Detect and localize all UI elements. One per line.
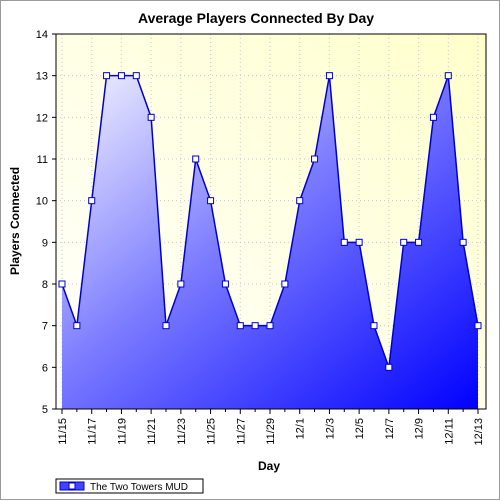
y-axis: 5 6 7 8 9 10 11 12 13 14 xyxy=(36,29,56,416)
data-point xyxy=(236,322,244,330)
data-point xyxy=(385,363,393,371)
x-axis: 11/15 11/17 11/19 11/21 11/23 11/25 11/27 11/29… xyxy=(57,409,485,446)
x-tick-label: 12/5 xyxy=(354,418,366,439)
data-point xyxy=(162,322,170,330)
x-tick-label: 11/23 xyxy=(176,418,188,445)
data-point xyxy=(325,72,333,80)
data-point xyxy=(296,197,304,205)
data-point xyxy=(58,280,66,288)
y-tick-label: 6 xyxy=(42,362,48,374)
x-tick-label: 11/17 xyxy=(87,418,99,445)
data-point xyxy=(132,72,140,80)
data-point xyxy=(73,322,81,330)
y-tick-label: 7 xyxy=(42,321,48,333)
plot-border xyxy=(55,33,487,410)
x-tick-label: 11/19 xyxy=(116,418,128,445)
y-tick-label: 5 xyxy=(42,404,48,416)
data-point xyxy=(266,322,274,330)
y-tick-label: 14 xyxy=(36,29,48,41)
data-point xyxy=(355,238,363,246)
x-tick-label: 11/25 xyxy=(206,418,218,445)
x-tick-label: 11/27 xyxy=(235,418,247,445)
y-tick-label: 12 xyxy=(36,112,48,124)
x-tick-label: 12/7 xyxy=(384,418,396,439)
data-point xyxy=(459,238,467,246)
data-point xyxy=(415,238,423,246)
data-point xyxy=(88,197,96,205)
data-point xyxy=(192,155,200,163)
y-tick-label: 13 xyxy=(36,71,48,83)
data-points xyxy=(58,72,482,371)
x-tick-label: 12/13 xyxy=(473,418,485,446)
data-point xyxy=(207,197,215,205)
x-tick-label: 11/29 xyxy=(265,418,277,445)
y-tick-label: 11 xyxy=(37,154,48,166)
x-axis-title: Day xyxy=(258,459,280,473)
data-point xyxy=(429,113,437,121)
data-point xyxy=(311,155,319,163)
y-tick-label: 8 xyxy=(42,279,48,291)
data-point xyxy=(221,280,229,288)
y-tick-label: 9 xyxy=(42,237,48,249)
data-point xyxy=(474,322,482,330)
x-tick-label: 11/15 xyxy=(57,418,69,445)
x-tick-label: 12/1 xyxy=(295,418,307,439)
x-tick-label: 12/9 xyxy=(414,418,426,439)
x-tick-label: 12/3 xyxy=(324,418,336,439)
x-tick-label: 12/11 xyxy=(443,418,455,445)
data-point xyxy=(340,238,348,246)
data-point xyxy=(281,280,289,288)
chart-title: Average Players Connected By Day xyxy=(138,10,374,26)
data-point xyxy=(370,322,378,330)
data-point xyxy=(117,72,125,80)
data-point xyxy=(177,280,185,288)
legend: The Two Towers MUD xyxy=(55,478,204,494)
legend-marker xyxy=(68,482,76,490)
legend-box xyxy=(55,478,204,494)
y-tick-label: 10 xyxy=(36,196,48,208)
data-point xyxy=(400,238,408,246)
y-axis-title: Players Connected xyxy=(8,167,22,275)
data-point xyxy=(103,72,111,80)
data-point xyxy=(147,113,155,121)
data-point xyxy=(444,72,452,80)
data-point xyxy=(251,322,259,330)
legend-label: The Two Towers MUD xyxy=(90,482,188,493)
x-tick-label: 11/21 xyxy=(146,418,158,445)
